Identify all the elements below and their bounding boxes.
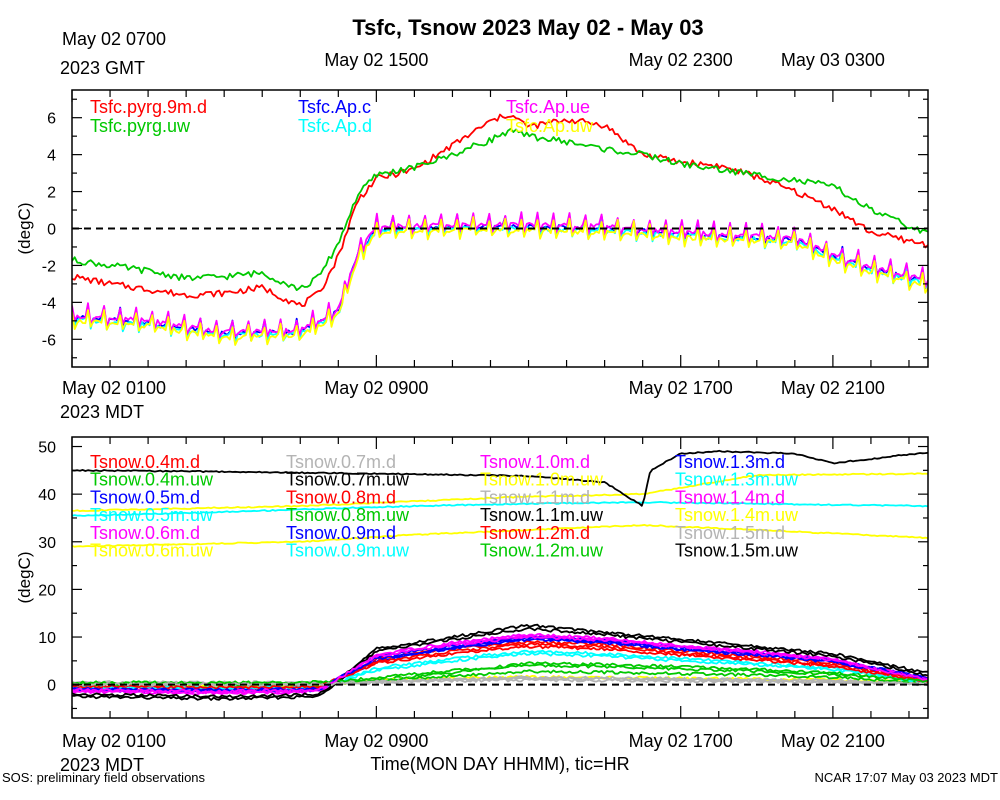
series-line-Tsnow-1-2m-d	[72, 644, 928, 690]
series-line-Tsnow-1-4m-uw	[72, 472, 928, 513]
legend-entry: Tsnow.0.7m.uw	[286, 470, 410, 490]
legend-entry: Tsnow.1.3m.d	[675, 452, 785, 472]
x-axis-timezone-label: 2023 MDT	[60, 755, 144, 775]
series-line-Tsnow-1-3m-uw	[72, 500, 928, 517]
legend-entry: Tsfc.Ap.ue	[506, 97, 590, 117]
legend-entry: Tsnow.0.6m.uw	[90, 541, 214, 561]
plot-frame	[71, 436, 929, 719]
x-tick-label: May 02 0100	[62, 731, 166, 751]
x-tick-label: May 02 2100	[781, 731, 885, 751]
x-top-tick-label: May 02 0700	[62, 29, 166, 49]
footer-right: NCAR 17:07 May 03 2023 MDT	[814, 770, 998, 785]
series-line-Tsfc-Ap-ue	[72, 211, 928, 340]
series-line-Tsnow-1-3m-d	[72, 638, 928, 693]
y-tick-label: 2	[47, 185, 56, 202]
x-top-tick-label: May 02 2300	[629, 50, 733, 70]
y-tick-label: 50	[38, 440, 56, 457]
legend-entry: Tsnow.1.3m.uw	[675, 470, 799, 490]
legend-entry: Tsnow.0.5m.d	[90, 487, 200, 507]
y-tick-label: 0	[47, 678, 56, 695]
legend-entry: Tsnow.0.4m.uw	[90, 470, 214, 490]
series-line-Tsnow-1-5m-uw	[72, 449, 928, 507]
x-tick-label: May 02 0900	[324, 378, 428, 398]
y-tick-label: 40	[38, 487, 56, 504]
legend-entry: Tsnow.1.4m.d	[675, 487, 785, 507]
x-axis-label: Time(MON DAY HHMM), tic=HR	[370, 754, 629, 774]
x-top-tick-label: May 02 1500	[324, 50, 428, 70]
x-axis-timezone-label: 2023 MDT	[60, 402, 144, 422]
legend-entry: Tsnow.1.2m.d	[480, 523, 590, 543]
legend-entry: Tsfc.pyrg.uw	[90, 116, 191, 136]
y-tick-label: -6	[42, 332, 56, 349]
legend-entry: Tsnow.1.1m.uw	[480, 505, 604, 525]
legend-entry: Tsnow.0.4m.d	[90, 452, 200, 472]
chart-title: Tsfc, Tsnow 2023 May 02 - May 03	[352, 15, 703, 40]
legend-entry: Tsnow.1.0m.d	[480, 452, 590, 472]
tsfc-panel: -6 -4 -2 0 2 4 6 (degC) May 02 0100 2023 MDT May 0…	[15, 29, 929, 422]
footer-left: SOS: preliminary field observations	[2, 770, 206, 785]
series-line-Tsnow-1-1m-uw	[72, 626, 928, 699]
legend-entry: Tsfc.Ap.d	[298, 116, 372, 136]
legend-entry: Tsnow.0.7m.d	[286, 452, 396, 472]
series-line-Tsfc-pyrg-9m-d	[72, 113, 928, 308]
y-tick-label: 6	[47, 111, 56, 128]
y-tick-label: 20	[38, 582, 56, 599]
legend-entry: Tsfc.pyrg.9m.d	[90, 97, 207, 117]
legend-entry: Tsnow.0.8m.uw	[286, 505, 410, 525]
y-tick-label: 10	[38, 630, 56, 647]
series-line-Tsnow-1-2m-uw	[72, 663, 928, 685]
x-tick-label: May 02 1700	[629, 378, 733, 398]
y-axis-label: (degC)	[15, 552, 34, 604]
legend-entry: Tsnow.0.9m.d	[286, 523, 396, 543]
x-tick-label: May 02 2100	[781, 378, 885, 398]
legend-entry: Tsnow.0.9m.uw	[286, 541, 410, 561]
legend-entry: Tsnow.0.5m.uw	[90, 505, 214, 525]
series-line-Tsfc-pyrg-uw	[72, 127, 928, 292]
y-axis-label: (degC)	[15, 203, 34, 255]
legend-entry: Tsfc.Ap.uw	[506, 116, 594, 136]
legend-entry: Tsnow.1.1m.d	[480, 487, 590, 507]
legend-entry: Tsfc.Ap.c	[298, 97, 371, 117]
legend-entry: Tsnow.1.4m.uw	[675, 505, 799, 525]
x-tick-label: May 02 1700	[629, 731, 733, 751]
series-line-Tsnow-1-4m-d	[72, 635, 928, 694]
tsnow-panel: 0 10 20 30 40 50 (degC) May 02 0100 2023 MDT May …	[15, 436, 929, 775]
legend-entry: Tsnow.0.6m.d	[90, 523, 200, 543]
legend-entry: Tsnow.1.5m.d	[675, 523, 785, 543]
series-line-Tsnow-0-7m-uw	[72, 623, 928, 701]
series-line-Tsnow-1-5m-d	[72, 677, 928, 687]
x-top-timezone-label: 2023 GMT	[60, 58, 145, 78]
legend-entry: Tsnow.1.5m.uw	[675, 541, 799, 561]
y-tick-label: -4	[42, 295, 56, 312]
legend-entry: Tsnow.1.0m.uw	[480, 470, 604, 490]
y-tick-label: 0	[47, 222, 56, 239]
legend-entry: Tsnow.0.8m.d	[286, 487, 396, 507]
x-tick-label: May 02 0900	[324, 731, 428, 751]
legend-entry: Tsnow.1.2m.uw	[480, 541, 604, 561]
series-line-Tsfc-Ap-uw	[72, 216, 928, 346]
x-top-tick-label: May 03 0300	[781, 50, 885, 70]
y-tick-label: -2	[42, 258, 56, 275]
x-tick-label: May 02 0100	[62, 378, 166, 398]
y-tick-label: 4	[47, 148, 56, 165]
series-line-Tsnow-1-0m-uw	[72, 524, 928, 548]
y-tick-label: 30	[38, 535, 56, 552]
series-lines	[72, 113, 928, 346]
series-lines	[72, 449, 928, 701]
